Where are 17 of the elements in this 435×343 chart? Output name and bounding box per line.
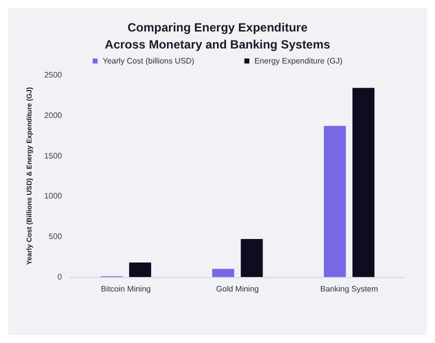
y-tick-label: 1000	[44, 192, 63, 201]
bar	[212, 268, 234, 277]
bar	[352, 88, 374, 277]
legend-label: Energy Expenditure (GJ)	[254, 56, 343, 66]
bar	[240, 239, 263, 277]
y-tick-label: 0	[58, 272, 63, 282]
y-tick-label: 1500	[44, 151, 63, 160]
chart-title: Comparing Energy Expenditure Across Monetary and Banking Systems	[104, 20, 331, 52]
bar	[129, 262, 152, 277]
x-tick-label: Banking System	[320, 284, 378, 294]
bar	[324, 126, 346, 277]
y-tick-label: 500	[48, 232, 63, 242]
y-tick-label: 2000	[44, 110, 63, 120]
x-tick-label: Gold Mining	[216, 284, 259, 294]
legend-label: Yearly Cost (billions USD)	[102, 56, 195, 66]
x-tick-label: Bitcoin Mining	[100, 284, 151, 294]
y-tick-label: 2500	[44, 70, 63, 80]
